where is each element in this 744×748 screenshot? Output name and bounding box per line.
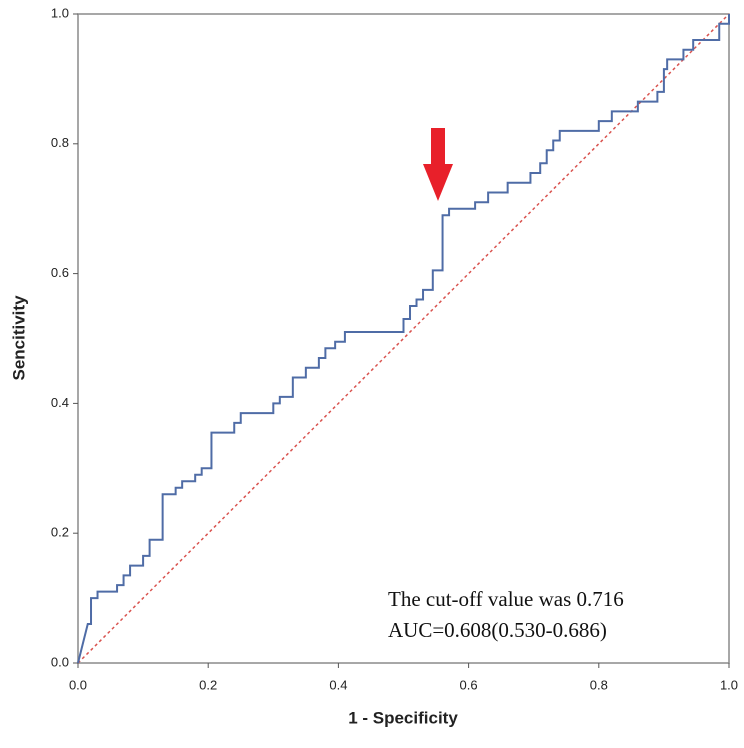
annotation: AUC=0.608(0.530-0.686) — [388, 618, 607, 642]
x-tick-label: 0.6 — [460, 677, 478, 692]
y-tick-label: 0.0 — [51, 654, 69, 669]
y-tick-label: 1.0 — [51, 5, 69, 20]
x-tick-label: 0.8 — [590, 677, 608, 692]
y-tick-label: 0.4 — [51, 395, 69, 410]
x-axis-title: 1 - Specificity — [348, 708, 458, 727]
plot-frame — [77, 13, 730, 664]
x-tick-label: 0.4 — [329, 677, 347, 692]
y-axis-title: Sencitivity — [9, 295, 28, 381]
roc-curve — [77, 14, 730, 664]
x-tick-label: 0.0 — [69, 677, 87, 692]
x-tick-label: 0.2 — [199, 677, 217, 692]
y-tick-label: 0.2 — [51, 525, 69, 540]
annotation: The cut-off value was 0.716 — [388, 587, 624, 611]
arrow — [423, 128, 453, 201]
x-tick-label: 1.0 — [720, 677, 738, 692]
y-tick-label: 0.6 — [51, 265, 69, 280]
y-tick-label: 0.8 — [51, 135, 69, 150]
